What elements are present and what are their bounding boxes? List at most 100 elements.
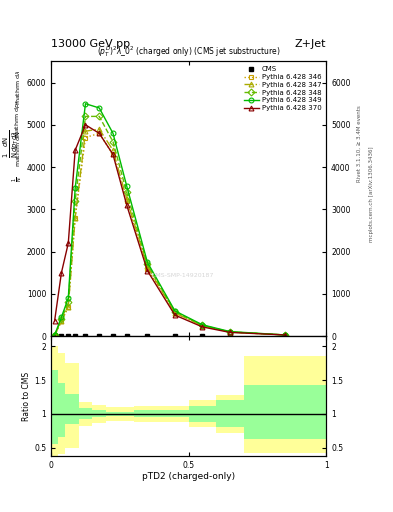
Pythia 6.428 346 — [111, 152, 116, 158]
Pythia 6.428 349 — [66, 295, 71, 301]
Pythia 6.428 349 — [173, 308, 177, 314]
Pythia 6.428 348 — [52, 332, 57, 338]
Pythia 6.428 370 — [66, 240, 71, 246]
Pythia 6.428 370 — [125, 202, 129, 208]
Pythia 6.428 346 — [83, 135, 88, 141]
Pythia 6.428 370 — [200, 324, 205, 330]
Pythia 6.428 347 — [200, 323, 205, 329]
Pythia 6.428 349 — [283, 332, 287, 338]
Bar — [51, 346, 58, 458]
CMS — [52, 333, 57, 339]
Text: CMS-SMP-14920187: CMS-SMP-14920187 — [152, 273, 214, 278]
Pythia 6.428 349 — [145, 259, 150, 265]
Pythia 6.428 370 — [52, 318, 57, 325]
Bar — [65, 363, 79, 447]
CMS — [200, 333, 205, 339]
Pythia 6.428 348 — [111, 139, 116, 145]
Pythia 6.428 346 — [145, 266, 150, 272]
Pythia 6.428 348 — [283, 332, 287, 338]
Line: Pythia 6.428 370: Pythia 6.428 370 — [52, 122, 287, 337]
Text: Rivet 3.1.10, ≥ 3.4M events: Rivet 3.1.10, ≥ 3.4M events — [357, 105, 362, 182]
Pythia 6.428 348 — [59, 316, 64, 323]
Text: mcplots.cern.ch [arXiv:1306.3436]: mcplots.cern.ch [arXiv:1306.3436] — [369, 147, 374, 242]
Bar — [216, 400, 244, 428]
Pythia 6.428 347 — [145, 263, 150, 269]
Pythia 6.428 349 — [228, 329, 232, 335]
Bar — [92, 411, 106, 417]
Pythia 6.428 347 — [59, 318, 64, 325]
Bar — [244, 386, 257, 439]
Line: Pythia 6.428 347: Pythia 6.428 347 — [52, 126, 287, 338]
Bar — [134, 411, 161, 417]
Pythia 6.428 348 — [125, 189, 129, 196]
Bar — [216, 395, 244, 433]
Pythia 6.428 349 — [125, 183, 129, 189]
Pythia 6.428 348 — [83, 113, 88, 119]
Line: CMS: CMS — [52, 334, 287, 338]
Bar — [134, 406, 161, 422]
Pythia 6.428 370 — [145, 268, 150, 274]
Text: mathrm d$\mathrm{N}$: mathrm d$\mathrm{N}$ — [14, 130, 22, 167]
Bar — [79, 402, 92, 426]
Pythia 6.428 347 — [283, 332, 287, 338]
Pythia 6.428 346 — [200, 323, 205, 329]
Bar — [244, 356, 257, 453]
Text: 13000 GeV pp: 13000 GeV pp — [51, 38, 130, 49]
Pythia 6.428 347 — [173, 310, 177, 316]
Pythia 6.428 370 — [283, 332, 287, 338]
Pythia 6.428 348 — [145, 261, 150, 267]
Pythia 6.428 370 — [97, 130, 101, 136]
Pythia 6.428 349 — [97, 105, 101, 111]
Pythia 6.428 347 — [73, 215, 77, 221]
Pythia 6.428 349 — [52, 332, 57, 338]
CMS — [66, 333, 71, 339]
Bar — [106, 412, 134, 416]
Pythia 6.428 349 — [73, 185, 77, 191]
Pythia 6.428 346 — [173, 310, 177, 316]
CMS — [125, 333, 129, 339]
Bar — [58, 353, 65, 454]
Line: Pythia 6.428 346: Pythia 6.428 346 — [52, 131, 287, 338]
Bar — [189, 406, 216, 422]
Pythia 6.428 347 — [125, 196, 129, 202]
Bar — [51, 370, 58, 444]
Line: Pythia 6.428 349: Pythia 6.428 349 — [52, 101, 287, 338]
Pythia 6.428 348 — [228, 329, 232, 335]
Pythia 6.428 346 — [66, 304, 71, 310]
CMS — [97, 333, 101, 339]
Pythia 6.428 347 — [66, 304, 71, 310]
Pythia 6.428 346 — [97, 130, 101, 136]
Pythia 6.428 349 — [200, 322, 205, 328]
Pythia 6.428 349 — [59, 314, 64, 321]
Pythia 6.428 370 — [173, 312, 177, 318]
Bar — [65, 394, 79, 424]
Bar — [189, 400, 216, 428]
CMS — [83, 333, 88, 339]
Y-axis label: Ratio to CMS: Ratio to CMS — [22, 371, 31, 420]
Text: $(p_T^D)^2\lambda\_0^2$ (charged only) (CMS jet substructure): $(p_T^D)^2\lambda\_0^2$ (charged only) (… — [97, 44, 281, 59]
CMS — [111, 333, 116, 339]
Pythia 6.428 349 — [111, 130, 116, 136]
Bar — [161, 406, 189, 422]
Pythia 6.428 348 — [66, 300, 71, 306]
Line: Pythia 6.428 348: Pythia 6.428 348 — [52, 114, 287, 338]
Pythia 6.428 346 — [52, 332, 57, 338]
Pythia 6.428 347 — [97, 126, 101, 132]
Text: Z+Jet: Z+Jet — [295, 38, 326, 49]
Pythia 6.428 347 — [111, 147, 116, 153]
Pythia 6.428 346 — [228, 329, 232, 335]
Pythia 6.428 370 — [83, 122, 88, 128]
Legend: CMS, Pythia 6.428 346, Pythia 6.428 347, Pythia 6.428 348, Pythia 6.428 349, Pyt: CMS, Pythia 6.428 346, Pythia 6.428 347,… — [242, 65, 323, 112]
X-axis label: pTD2 (charged-only): pTD2 (charged-only) — [142, 472, 235, 481]
Pythia 6.428 348 — [97, 113, 101, 119]
Bar — [106, 407, 134, 420]
Text: $\frac{1}{\mathrm{N}}$: $\frac{1}{\mathrm{N}}$ — [11, 176, 25, 182]
Bar — [92, 405, 106, 422]
Pythia 6.428 370 — [228, 329, 232, 335]
Pythia 6.428 348 — [200, 322, 205, 328]
Pythia 6.428 347 — [52, 332, 57, 338]
Pythia 6.428 346 — [283, 332, 287, 338]
Pythia 6.428 346 — [73, 215, 77, 221]
CMS — [283, 333, 287, 339]
Bar — [257, 356, 326, 453]
